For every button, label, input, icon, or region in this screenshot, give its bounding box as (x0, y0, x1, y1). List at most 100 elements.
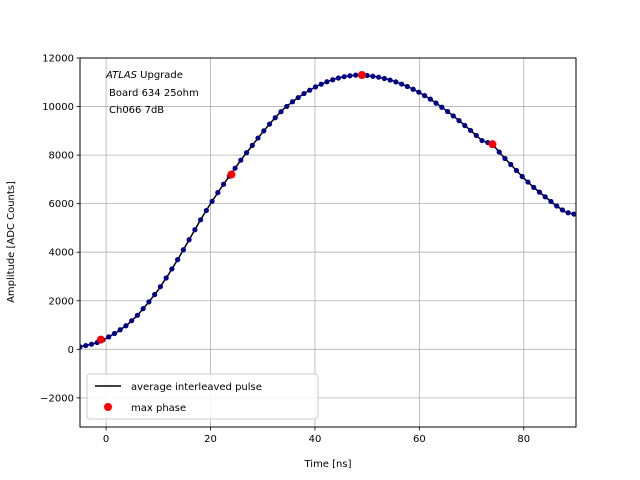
pulse-marker (393, 79, 399, 85)
pulse-marker (433, 100, 439, 106)
pulse-marker (284, 103, 290, 110)
pulse-marker (186, 237, 192, 243)
pulse-marker (347, 73, 353, 79)
pulse-marker (157, 284, 164, 290)
pulse-marker (330, 77, 336, 83)
y-tick-label: 2000 (49, 296, 74, 307)
pulse-marker (266, 121, 273, 127)
pulse-marker (312, 84, 319, 90)
legend-label-pulse: average interleaved pulse (131, 382, 262, 393)
pulse-marker (175, 257, 181, 263)
x-tick-label: 0 (103, 434, 109, 445)
legend-marker-swatch (104, 403, 112, 411)
pulse-marker (88, 341, 95, 347)
pulse-marker (324, 79, 330, 85)
pulse-marker (203, 207, 209, 214)
pulse-marker (519, 173, 525, 180)
pulse-marker (571, 211, 576, 217)
max-phase-marker (227, 170, 236, 179)
pulse-marker (421, 93, 428, 99)
pulse-marker (289, 99, 296, 105)
pulse-marker (341, 74, 347, 80)
grid (80, 57, 576, 427)
pulse-marker (249, 142, 255, 148)
pulse-marker (444, 108, 451, 115)
pulse-marker (140, 306, 146, 312)
pulse-marker (146, 299, 152, 305)
y-tick-label: 0 (68, 345, 74, 356)
pulse-marker (129, 318, 135, 324)
axis-ticks: 0 20 40 60 80 −2000 0 2000 4000 6000 8000 10000 1200… (40, 54, 530, 446)
pulse-marker (272, 115, 278, 121)
legend-box (86, 373, 319, 420)
annotation-line-1-rest: Upgrade (137, 70, 183, 81)
pulse-marker (335, 75, 342, 81)
pulse-marker (462, 122, 468, 129)
pulse-marker (83, 342, 89, 349)
pulse-marker (123, 323, 129, 329)
y-tick-label: 10000 (42, 102, 74, 113)
data-series (80, 70, 576, 350)
pulse-marker (381, 75, 387, 82)
pulse-marker (531, 184, 537, 190)
annotation-italic: ATLAS (105, 70, 138, 81)
annotation: ATLAS Upgrade Board 634 25ohm Ch066 7dB (105, 70, 199, 116)
pulse-marker (152, 291, 158, 298)
pulse-marker (450, 113, 456, 119)
pulse-marker (238, 157, 244, 163)
pulse-marker (111, 330, 118, 337)
pulse-marker (215, 190, 221, 196)
pulse-marker (255, 135, 261, 141)
pulse-marker (513, 167, 520, 174)
x-tick-label: 20 (204, 434, 217, 445)
pulse-marker (307, 87, 313, 93)
pulse-marker (427, 96, 433, 102)
y-tick-label: 12000 (42, 54, 74, 65)
pulse-marker (439, 104, 445, 110)
pulse-marker (525, 179, 531, 185)
pulse-marker (117, 327, 123, 333)
pulse-marker (508, 161, 514, 168)
pulse-marker (192, 227, 198, 233)
pulse-marker (134, 312, 141, 318)
annotation-line-2: Board 634 25ohm (109, 88, 199, 99)
pulse-marker (232, 165, 238, 171)
pulse-marker (416, 89, 422, 95)
pulse-marker (301, 90, 307, 97)
y-tick-label: 6000 (49, 199, 74, 210)
pulse-marker (106, 334, 112, 340)
pulse-marker (548, 198, 554, 205)
pulse-marker (163, 275, 169, 281)
pulse-marker (536, 189, 543, 195)
max-phase-marker (357, 70, 366, 79)
y-tick-label: 4000 (49, 248, 74, 259)
pulse-marker (376, 74, 382, 80)
max-phase-marker (96, 335, 105, 344)
pulse-marker (169, 266, 175, 272)
plot-area (80, 58, 576, 427)
pulse-marker (554, 203, 560, 209)
pulse-marker (318, 81, 324, 87)
y-tick-label: −2000 (40, 393, 74, 404)
pulse-marker (502, 155, 508, 162)
pulse-marker (542, 194, 548, 200)
pulse-marker (220, 181, 227, 187)
annotation-line-1: ATLAS Upgrade (105, 70, 183, 81)
pulse-marker (278, 109, 284, 115)
pulse-marker (387, 77, 393, 83)
pulse-marker (364, 72, 370, 79)
pulse-marker (353, 72, 359, 78)
pulse-marker (180, 247, 186, 253)
x-tick-label: 80 (517, 434, 530, 445)
max-phase-marker (488, 140, 497, 149)
plot-frame (79, 57, 577, 428)
pulse-marker (410, 86, 416, 92)
annotation-line-3: Ch066 7dB (109, 105, 164, 116)
pulse-marker (198, 217, 204, 223)
x-axis-label: Time [ns] (303, 459, 351, 470)
legend-label-max-phase: max phase (131, 403, 186, 414)
y-axis-label: Amplitude [ADC Counts] (6, 181, 17, 303)
y-tick-label: 8000 (49, 151, 74, 162)
pulse-marker (261, 128, 267, 134)
